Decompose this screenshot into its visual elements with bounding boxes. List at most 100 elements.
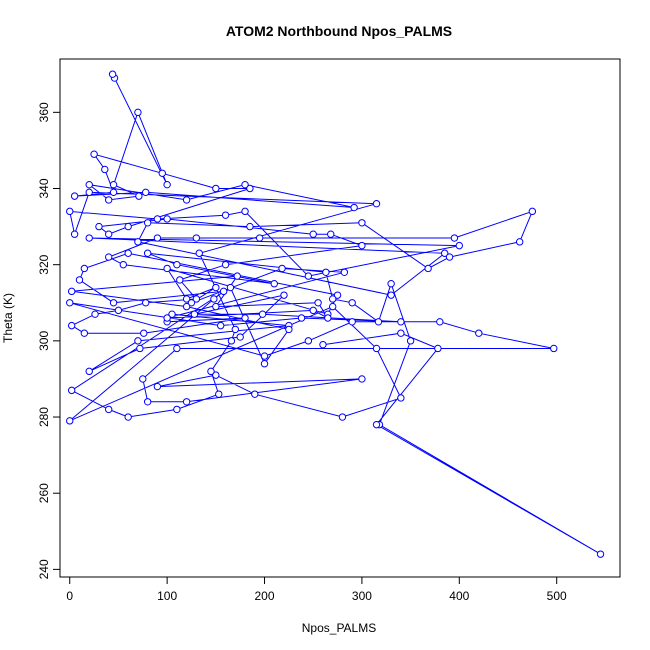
data-point [285,325,293,334]
data-point [374,318,383,326]
x-axis-label: Npos_PALMS [302,621,376,635]
data-point [182,302,191,311]
data-point [241,314,249,322]
data-point [187,299,196,307]
data-point [207,367,215,376]
data-point [528,207,537,216]
data-point [322,268,330,276]
y-tick-label: 360 [37,102,51,122]
data-point [135,192,143,200]
data-point [231,325,240,334]
data-point [163,314,171,322]
data-point [143,398,152,406]
data-point [67,287,76,296]
y-tick-label: 260 [37,483,51,503]
data-point [163,264,171,273]
data-point [85,367,93,376]
data-point [246,222,254,231]
y-tick-label: 280 [37,407,51,427]
data-point [455,241,464,250]
data-point [397,329,405,337]
data-point [91,310,99,318]
data-point [134,108,142,117]
data-point [397,394,405,402]
data-point [90,150,98,158]
data-point [163,215,171,223]
data-point [80,329,89,337]
chart-title: ATOM2 Northbound Npos_PALMS [226,23,452,39]
data-point [255,234,264,242]
data-point [304,337,313,345]
data-point [348,299,356,307]
data-point [66,207,74,216]
x-tick-label: 400 [449,589,469,603]
data-point [108,70,117,78]
data-point [67,321,76,330]
data-point [328,302,337,311]
data-point [280,291,288,299]
data-point [387,291,395,299]
data-point [85,188,93,197]
data-point [327,230,335,238]
data-point [114,306,123,315]
data-point [136,344,144,353]
data-point [424,264,432,273]
data-point [358,219,366,227]
data-point [241,180,249,189]
data-point [104,405,113,414]
data-point [195,249,203,257]
data-point [260,352,269,360]
data-point [163,180,171,189]
data-point [153,382,162,391]
data-point [348,318,356,326]
data-point [142,188,150,197]
data-point [212,302,220,311]
data-point [140,329,148,337]
data-point [333,291,342,299]
data-point [182,196,191,204]
data-point [372,200,381,208]
data-point [153,215,162,223]
data-point [278,264,286,273]
data-point [260,360,269,368]
data-point [119,260,128,269]
data-point [314,299,322,307]
data-point [134,238,142,246]
data-point [85,180,93,189]
data-point [173,344,181,353]
data-point [358,375,366,383]
data-point [475,329,483,337]
y-axis: 240 260 280 300 320 340 360 [37,102,61,579]
y-axis-label: Theta (K) [1,293,15,343]
x-tick-label: 0 [66,589,73,603]
data-point [104,230,113,238]
data-point [124,222,132,231]
x-axis: 0 100 200 300 400 500 [66,576,567,603]
data-point [406,337,415,345]
data-point [297,314,306,322]
data-point [192,234,201,242]
series-layer [66,70,605,558]
data-point [210,295,218,303]
data-point [124,249,132,257]
data-point [66,299,74,307]
data-point [221,211,230,219]
data-point [212,283,220,292]
data-point [70,192,79,200]
x-tick-label: 300 [352,589,372,603]
data-point [190,310,199,318]
data-point [80,264,89,273]
data-point [251,390,259,398]
data-point [372,420,381,429]
data-point [182,398,191,406]
data-point [226,283,235,292]
y-tick-label: 300 [37,331,51,351]
data-point [66,417,74,425]
data-point [233,272,241,280]
data-point [236,333,244,341]
data-point [309,230,317,238]
data-point [515,238,524,246]
x-tick-label: 500 [547,589,567,603]
y-tick-label: 320 [37,254,51,274]
